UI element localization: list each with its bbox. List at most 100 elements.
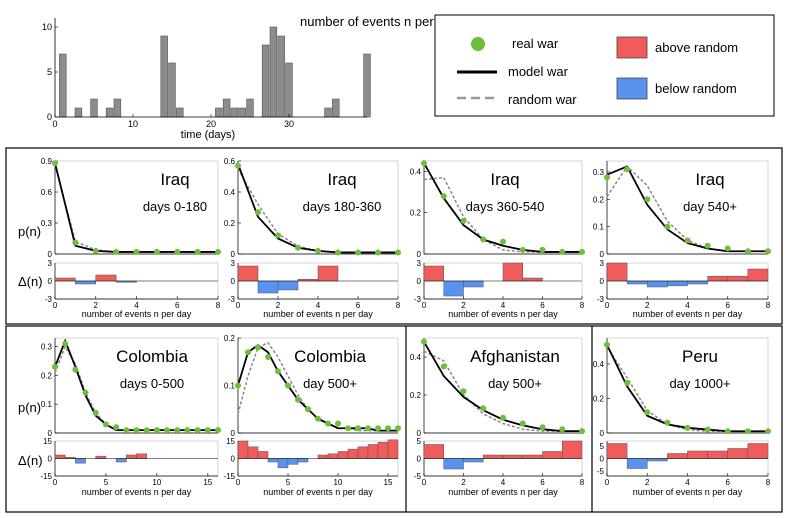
delta-bar-above xyxy=(95,274,117,282)
real-war-point xyxy=(744,428,751,435)
delta-bar-above xyxy=(707,275,728,282)
histogram-bar xyxy=(160,35,168,118)
panel-x-tick-label: 2 xyxy=(461,478,466,487)
panel-y-tick-label: 0.4 xyxy=(410,167,422,176)
panel-x-tick-label: 4 xyxy=(501,478,506,487)
panel-x-tick-label: 0 xyxy=(422,478,427,487)
delta-bar-above xyxy=(522,454,543,459)
real-war-point xyxy=(72,366,79,373)
delta-bar-below xyxy=(626,280,648,285)
histogram-y-tick-label: 0 xyxy=(47,112,52,122)
delta-bar-above xyxy=(522,277,543,282)
real-war-point xyxy=(194,248,201,255)
panel-xlabel: number of events n per day xyxy=(82,309,192,319)
panel-war-title: Colombia xyxy=(116,347,188,366)
panel-x-tick-label: 6 xyxy=(540,478,545,487)
real-war-point xyxy=(215,427,221,434)
histogram-bar xyxy=(113,98,122,118)
real-war-point xyxy=(579,248,585,255)
real-war-point xyxy=(724,428,731,435)
real-war-point xyxy=(305,406,311,413)
panel-x-tick-label: 6 xyxy=(540,301,545,310)
panel-y-tick-label: 0.9 xyxy=(41,157,53,166)
real-war-point xyxy=(133,248,140,255)
real-war-point xyxy=(153,427,160,434)
panel-x-tick-label: 4 xyxy=(316,301,321,310)
panel-war-title: Iraq xyxy=(490,170,519,189)
panel-x-tick-label: 4 xyxy=(685,301,690,310)
real-war-point xyxy=(500,238,506,245)
real-war-point xyxy=(355,249,361,256)
panel-x-tick-label: 2 xyxy=(645,478,650,487)
delta-bar-below xyxy=(647,458,668,462)
real-war-point xyxy=(624,379,631,386)
delta-y-tick-label: 15 xyxy=(43,437,52,446)
panel-y-tick-label: 0.6 xyxy=(41,188,53,197)
delta-y-tick-label: -5 xyxy=(414,472,422,481)
real-war-point xyxy=(194,427,201,434)
real-war-point xyxy=(153,248,160,255)
real-war-point xyxy=(365,425,371,432)
delta-bar-above xyxy=(54,454,66,459)
real-war-point xyxy=(744,248,751,255)
real-war-point xyxy=(684,237,691,244)
panel-y-tick-label: 0 xyxy=(417,250,422,259)
delta-bar-below xyxy=(75,280,96,285)
real-war-point xyxy=(123,427,130,434)
real-war-point xyxy=(375,425,381,432)
delta-y-tick-label: 0 xyxy=(231,455,236,464)
panel-xlabel: number of events n per day xyxy=(448,309,558,319)
panel-y-tick-label: 0.3 xyxy=(41,219,53,228)
panel-war-title: Afghanistan xyxy=(470,347,560,366)
real-war-point xyxy=(395,425,401,432)
delta-bar-above xyxy=(747,443,769,459)
histogram-bar xyxy=(168,62,176,118)
delta-bar-above xyxy=(747,268,769,282)
histogram-x-tick-label: 0 xyxy=(52,119,57,129)
real-war-point xyxy=(52,160,58,167)
delta-bar-above xyxy=(347,448,359,459)
real-war-point xyxy=(133,427,140,434)
real-war-point xyxy=(664,223,671,230)
panel-x-tick-label: 8 xyxy=(766,301,771,310)
real-war-point xyxy=(315,415,321,422)
histogram-bar xyxy=(74,107,83,118)
panel-y-tick-label: 0.2 xyxy=(593,195,605,204)
random-war-line xyxy=(423,176,582,253)
panel-y-tick-label: 0.3 xyxy=(593,168,605,177)
delta-y-tick-label: 0 xyxy=(48,277,53,286)
histogram-bar xyxy=(176,107,184,118)
histogram-bar xyxy=(246,98,254,118)
real-war-point xyxy=(295,396,301,403)
real-war-point xyxy=(644,409,651,416)
panel-x-tick-label: 8 xyxy=(766,478,771,487)
delta-bar-above xyxy=(606,262,628,282)
panel-xlabel: number of events n per day xyxy=(633,487,743,497)
panel-xlabel: number of events n per day xyxy=(263,309,373,319)
real-war-point xyxy=(245,349,251,356)
panel-period-label: days 360-540 xyxy=(466,199,545,214)
histogram-bar xyxy=(238,107,246,118)
delta-bar-above xyxy=(667,453,688,459)
panel-y-tick-label: 0.6 xyxy=(224,157,236,166)
real-war-point xyxy=(385,425,391,432)
delta-bar-below xyxy=(267,458,279,463)
delta-bar-above xyxy=(502,262,523,282)
delta-bar-above xyxy=(136,453,147,459)
panel-x-tick-label: 6 xyxy=(356,301,361,310)
delta-bar-below xyxy=(277,280,299,291)
real-war-point xyxy=(204,427,211,434)
delta-bar-below xyxy=(297,458,309,463)
delta-y-tick-label: 3 xyxy=(600,259,605,268)
panel-y-tick-label: 0.4 xyxy=(593,360,605,369)
delta-bar-below xyxy=(687,280,708,285)
panel-y-tick-label: 0 xyxy=(48,250,53,259)
real-war-point xyxy=(440,363,447,370)
panel-x-tick-label: 0 xyxy=(605,478,610,487)
delta-bar-above xyxy=(727,448,749,459)
